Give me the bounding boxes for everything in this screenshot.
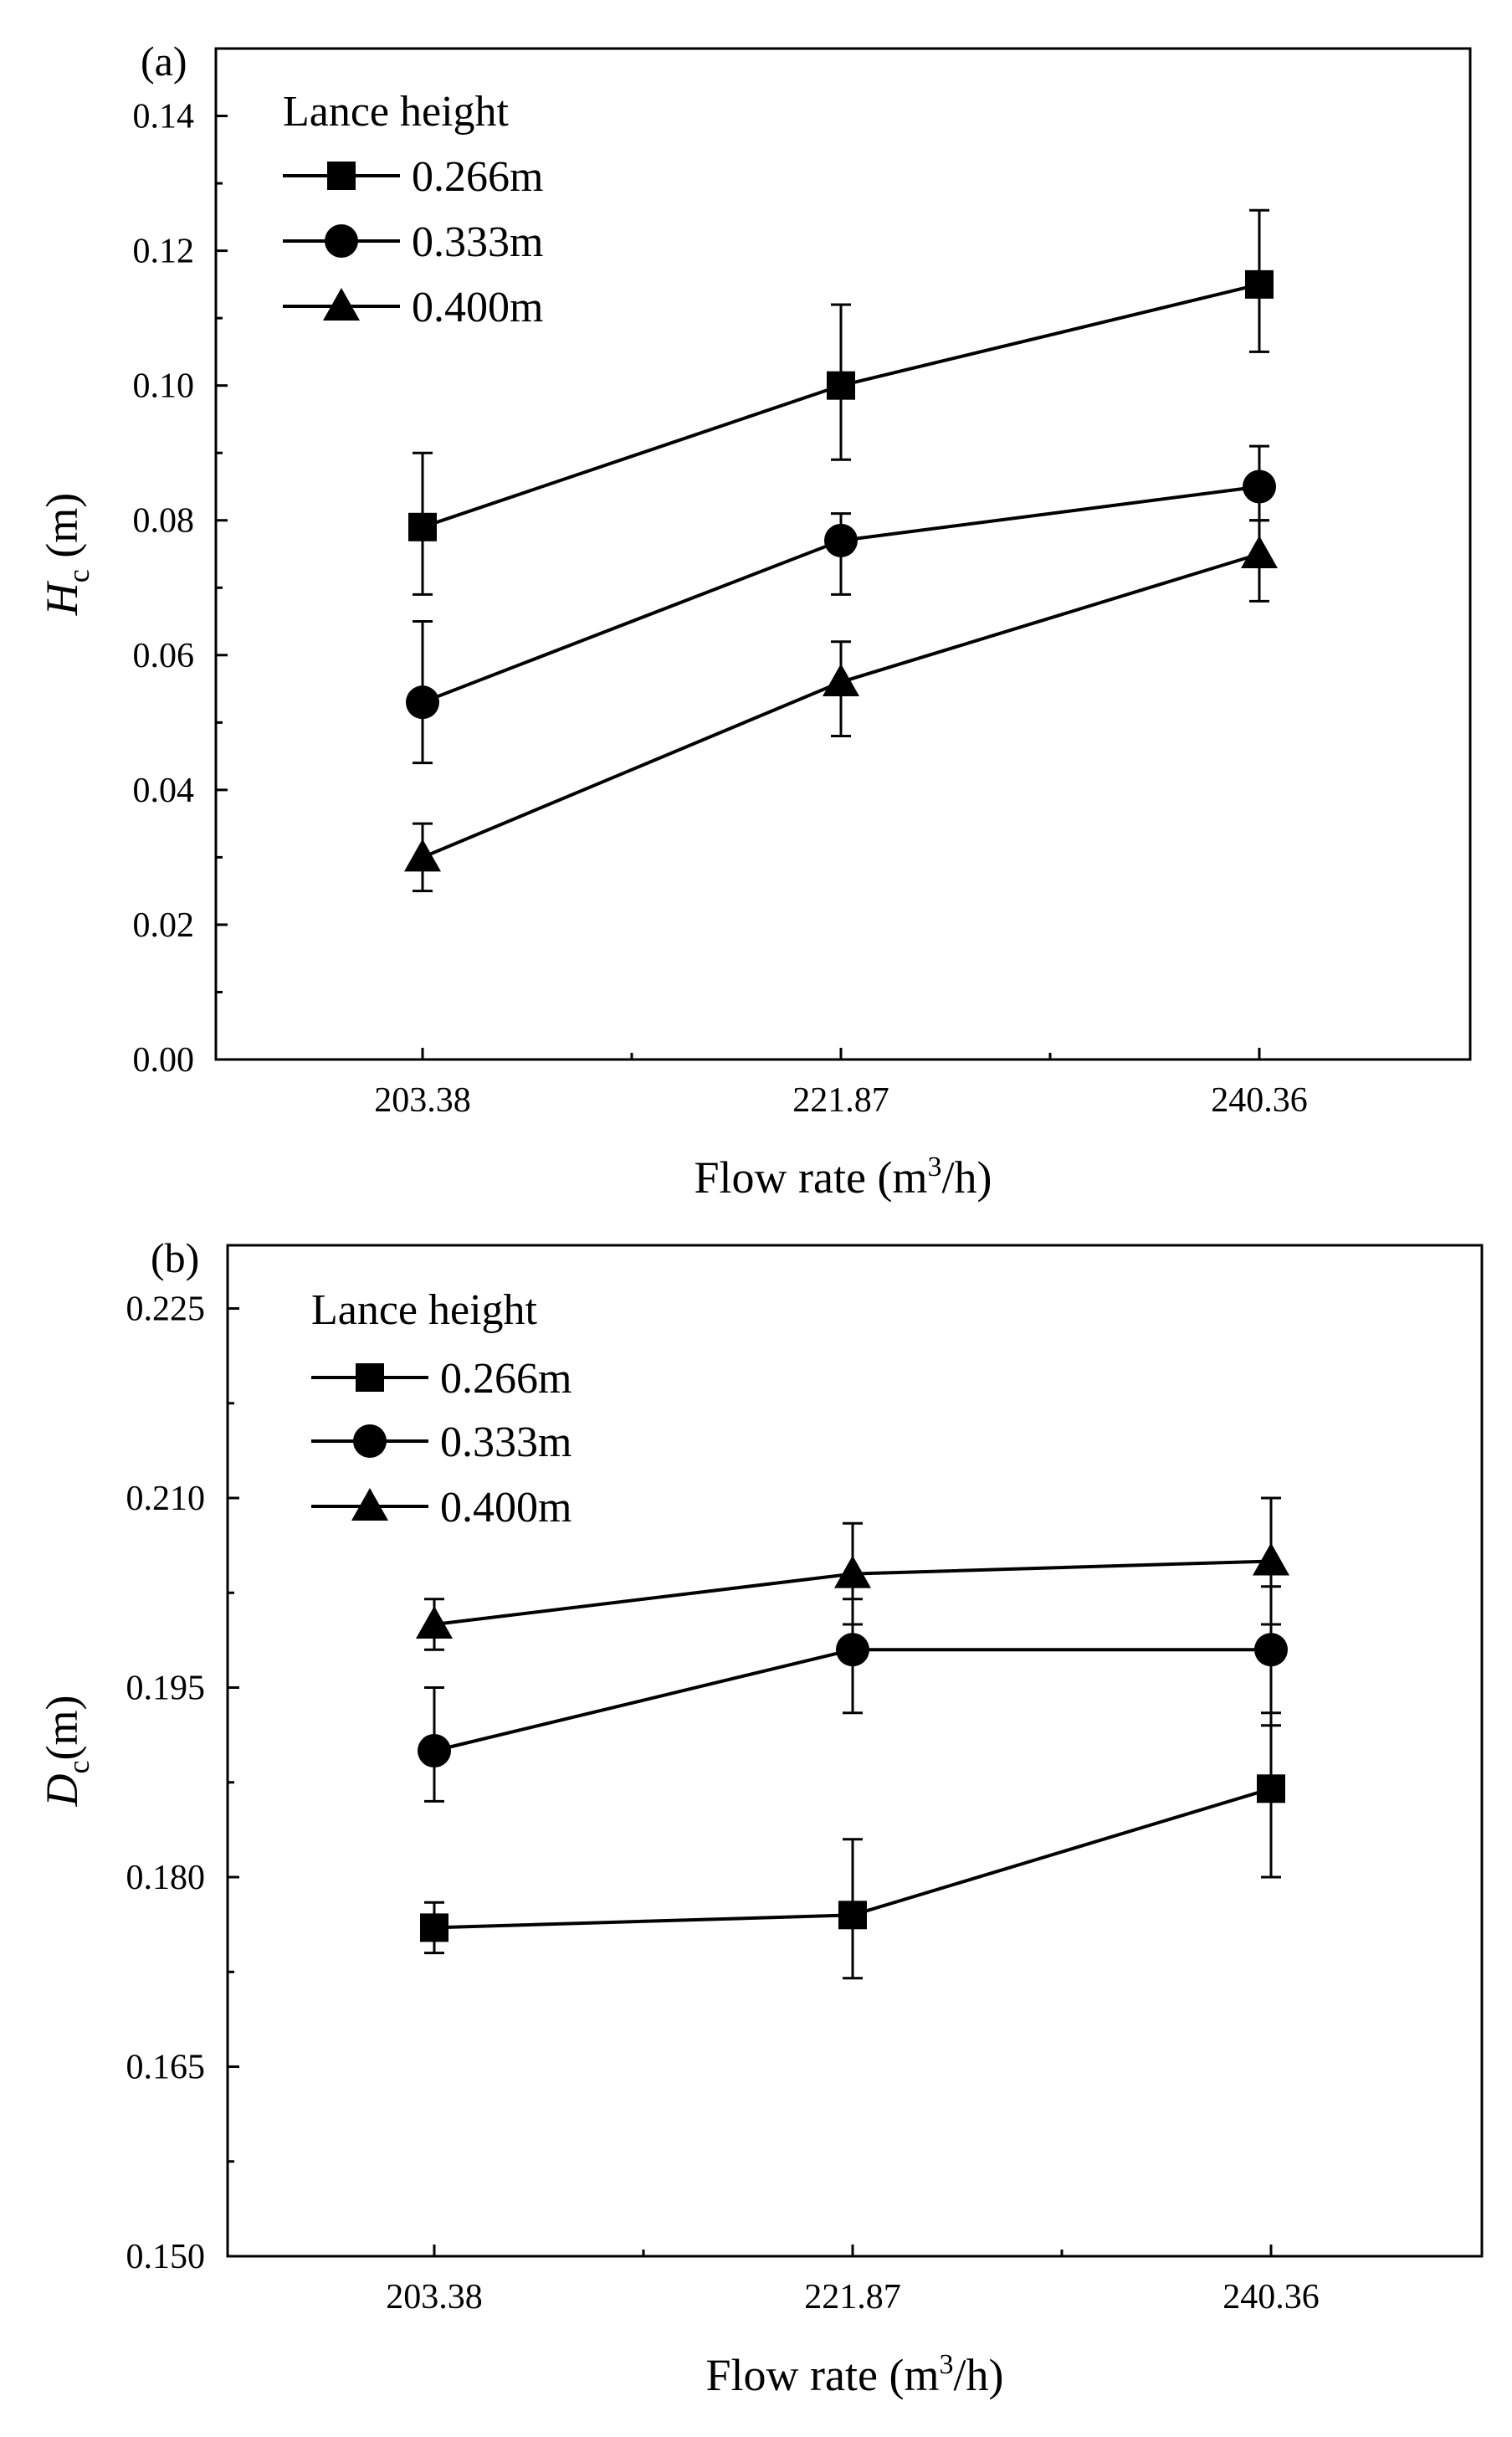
data-point: [420, 1913, 448, 1942]
x-tick-label: 203.38: [386, 2278, 483, 2316]
x-tick-label: 240.36: [1222, 2278, 1320, 2316]
data-point: [404, 839, 441, 872]
legend-marker: [323, 288, 360, 321]
y-tick-label: 0.150: [126, 2238, 206, 2276]
legend-label: 0.333m: [440, 1419, 571, 1466]
x-tick-label: 240.36: [1211, 1081, 1308, 1120]
data-point: [1241, 536, 1278, 568]
plot-frame: [226, 1244, 1484, 2258]
legend-marker: [327, 162, 356, 190]
x-axis-title: Flow rate (m3/h): [694, 1152, 992, 1203]
legend-title: Lance height: [283, 88, 510, 136]
y-tick-label: 0.165: [126, 2049, 206, 2087]
plot-frame: [214, 47, 1472, 1061]
y-tick-label: 0.02: [133, 906, 195, 945]
data-point: [1257, 1774, 1285, 1803]
y-tick-label: 0.04: [133, 772, 195, 810]
series-0.333m: [418, 1585, 1288, 1803]
panel-label: (b): [151, 1234, 199, 1281]
series-0.400m: [404, 519, 1278, 893]
y-tick-label: 0.14: [133, 98, 195, 136]
y-tick-label: 0.210: [126, 1480, 206, 1518]
data-point: [1245, 269, 1274, 299]
data-point: [406, 685, 439, 720]
y-tick-label: 0.10: [133, 367, 195, 406]
legend-marker: [325, 224, 358, 258]
chart-panel-a: 0.00 0.02 0.04 0.06 0.08 0.10 0.12 0.14 203.38 22…: [37, 38, 1472, 1203]
legend-marker: [351, 1488, 388, 1521]
legend-label: 0.400m: [440, 1484, 571, 1531]
data-point: [836, 1633, 869, 1667]
legend-label: 0.266m: [412, 153, 543, 201]
legend: Lance height 0.266m 0.333m 0.400m: [311, 1286, 571, 1531]
x-tick-label: 203.38: [374, 1081, 471, 1120]
data-point: [408, 512, 437, 541]
chart-panel-b: 0.150 0.165 0.180 0.195 0.210 0.225 203.38 221.…: [37, 1234, 1484, 2400]
y-tick-label: 0.06: [133, 637, 195, 675]
data-point: [824, 523, 858, 557]
data-point: [1253, 1542, 1289, 1576]
y-tick-label: 0.12: [133, 233, 195, 271]
x-tick-label: 221.87: [792, 1081, 889, 1120]
legend-label: 0.400m: [412, 284, 543, 331]
data-point: [827, 371, 855, 400]
data-point: [823, 664, 859, 697]
y-axis-title: Hc (m): [37, 493, 95, 616]
legend-marker: [353, 1424, 387, 1458]
x-axis-title: Flow rate (m3/h): [706, 2349, 1004, 2400]
data-point: [1243, 469, 1276, 504]
data-point: [838, 1901, 867, 1930]
y-tick-label: 0.08: [133, 502, 195, 541]
data-point: [416, 1606, 453, 1639]
x-tick-label: 221.87: [804, 2278, 901, 2316]
y-axis-title: Dc(m): [37, 1696, 95, 1808]
data-point: [1254, 1633, 1288, 1667]
panel-label: (a): [141, 38, 187, 85]
y-tick-label: 0.00: [133, 1041, 195, 1080]
legend-marker: [356, 1363, 384, 1392]
series-0.333m: [406, 444, 1276, 765]
legend-title: Lance height: [311, 1286, 538, 1334]
data-point: [418, 1734, 451, 1767]
series-0.266m: [408, 208, 1274, 596]
series-0.400m: [416, 1496, 1289, 1651]
y-tick-label: 0.225: [126, 1290, 206, 1329]
y-tick-label: 0.180: [126, 1859, 206, 1897]
legend-label: 0.266m: [440, 1355, 571, 1403]
legend: Lance height 0.266m 0.333m 0.400m: [283, 88, 543, 331]
y-tick-label: 0.195: [126, 1670, 206, 1708]
legend-label: 0.333m: [412, 218, 543, 266]
data-point: [834, 1555, 871, 1588]
